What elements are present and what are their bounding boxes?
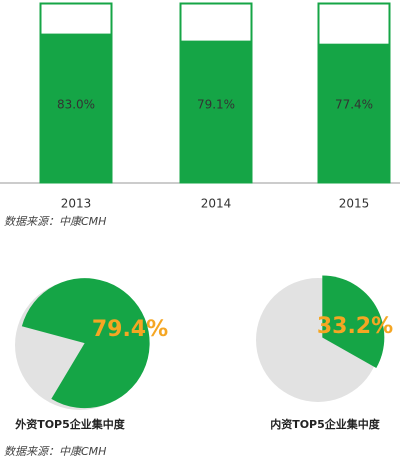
bar [180,40,252,184]
source: 数据来源：中康CMH [4,215,106,228]
value-label: 79.1% [197,98,235,112]
pie-slice [21,278,150,409]
pie-slice [322,275,385,369]
x-tick-label: 2015 [339,197,370,211]
x-tick-label: 2014 [201,197,232,211]
bar [318,43,390,184]
source: 数据来源：中康CMH [4,445,106,458]
value-label: 33.2% [317,314,393,339]
x-tick-label: 2013 [61,197,92,211]
value-label: 77.4% [335,98,373,112]
pie-title: 内资TOP5企业集中度 [270,417,381,431]
bar [40,33,112,183]
value-label: 83.0% [57,98,95,112]
pie-title: 外资TOP5企业集中度 [14,417,126,431]
value-label: 79.4% [92,317,168,342]
